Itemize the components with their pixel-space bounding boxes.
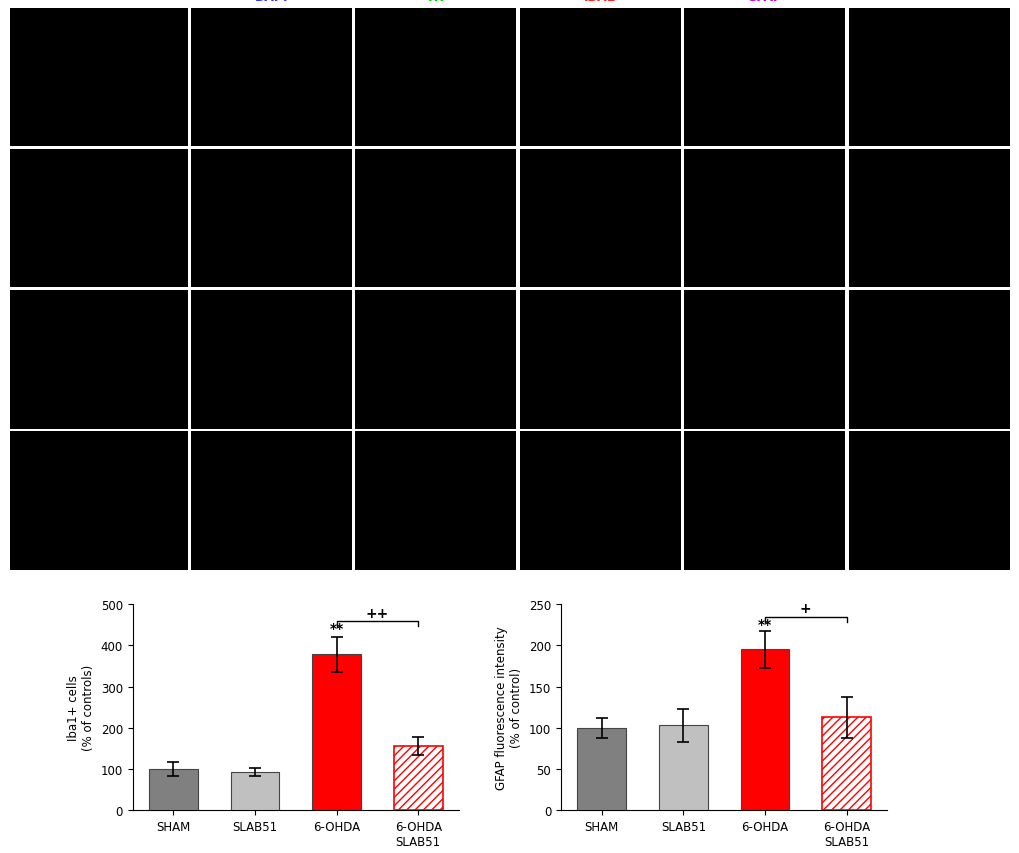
Text: **: ** [757,617,771,630]
Y-axis label: Iba1+ cells
(% of controls): Iba1+ cells (% of controls) [67,664,95,751]
Bar [577,728,626,810]
Y-axis label: GFAP fluorescence intensity
(% of control): GFAP fluorescence intensity (% of contro… [495,625,523,789]
Bar [230,773,279,810]
Bar [658,726,707,810]
Text: TH: TH [426,0,445,4]
Text: DAPI: DAPI [255,0,287,4]
Bar [393,746,442,810]
Text: GFAP: GFAP [746,0,782,4]
Bar [149,769,198,810]
Text: +: + [799,601,811,616]
Text: IBA1: IBA1 [584,0,615,4]
Bar [740,650,789,810]
Text: **: ** [329,621,343,635]
Bar [312,654,361,810]
Text: ++: ++ [366,606,388,620]
Bar [821,717,870,810]
Text: MERGE: MERGE [904,0,953,4]
